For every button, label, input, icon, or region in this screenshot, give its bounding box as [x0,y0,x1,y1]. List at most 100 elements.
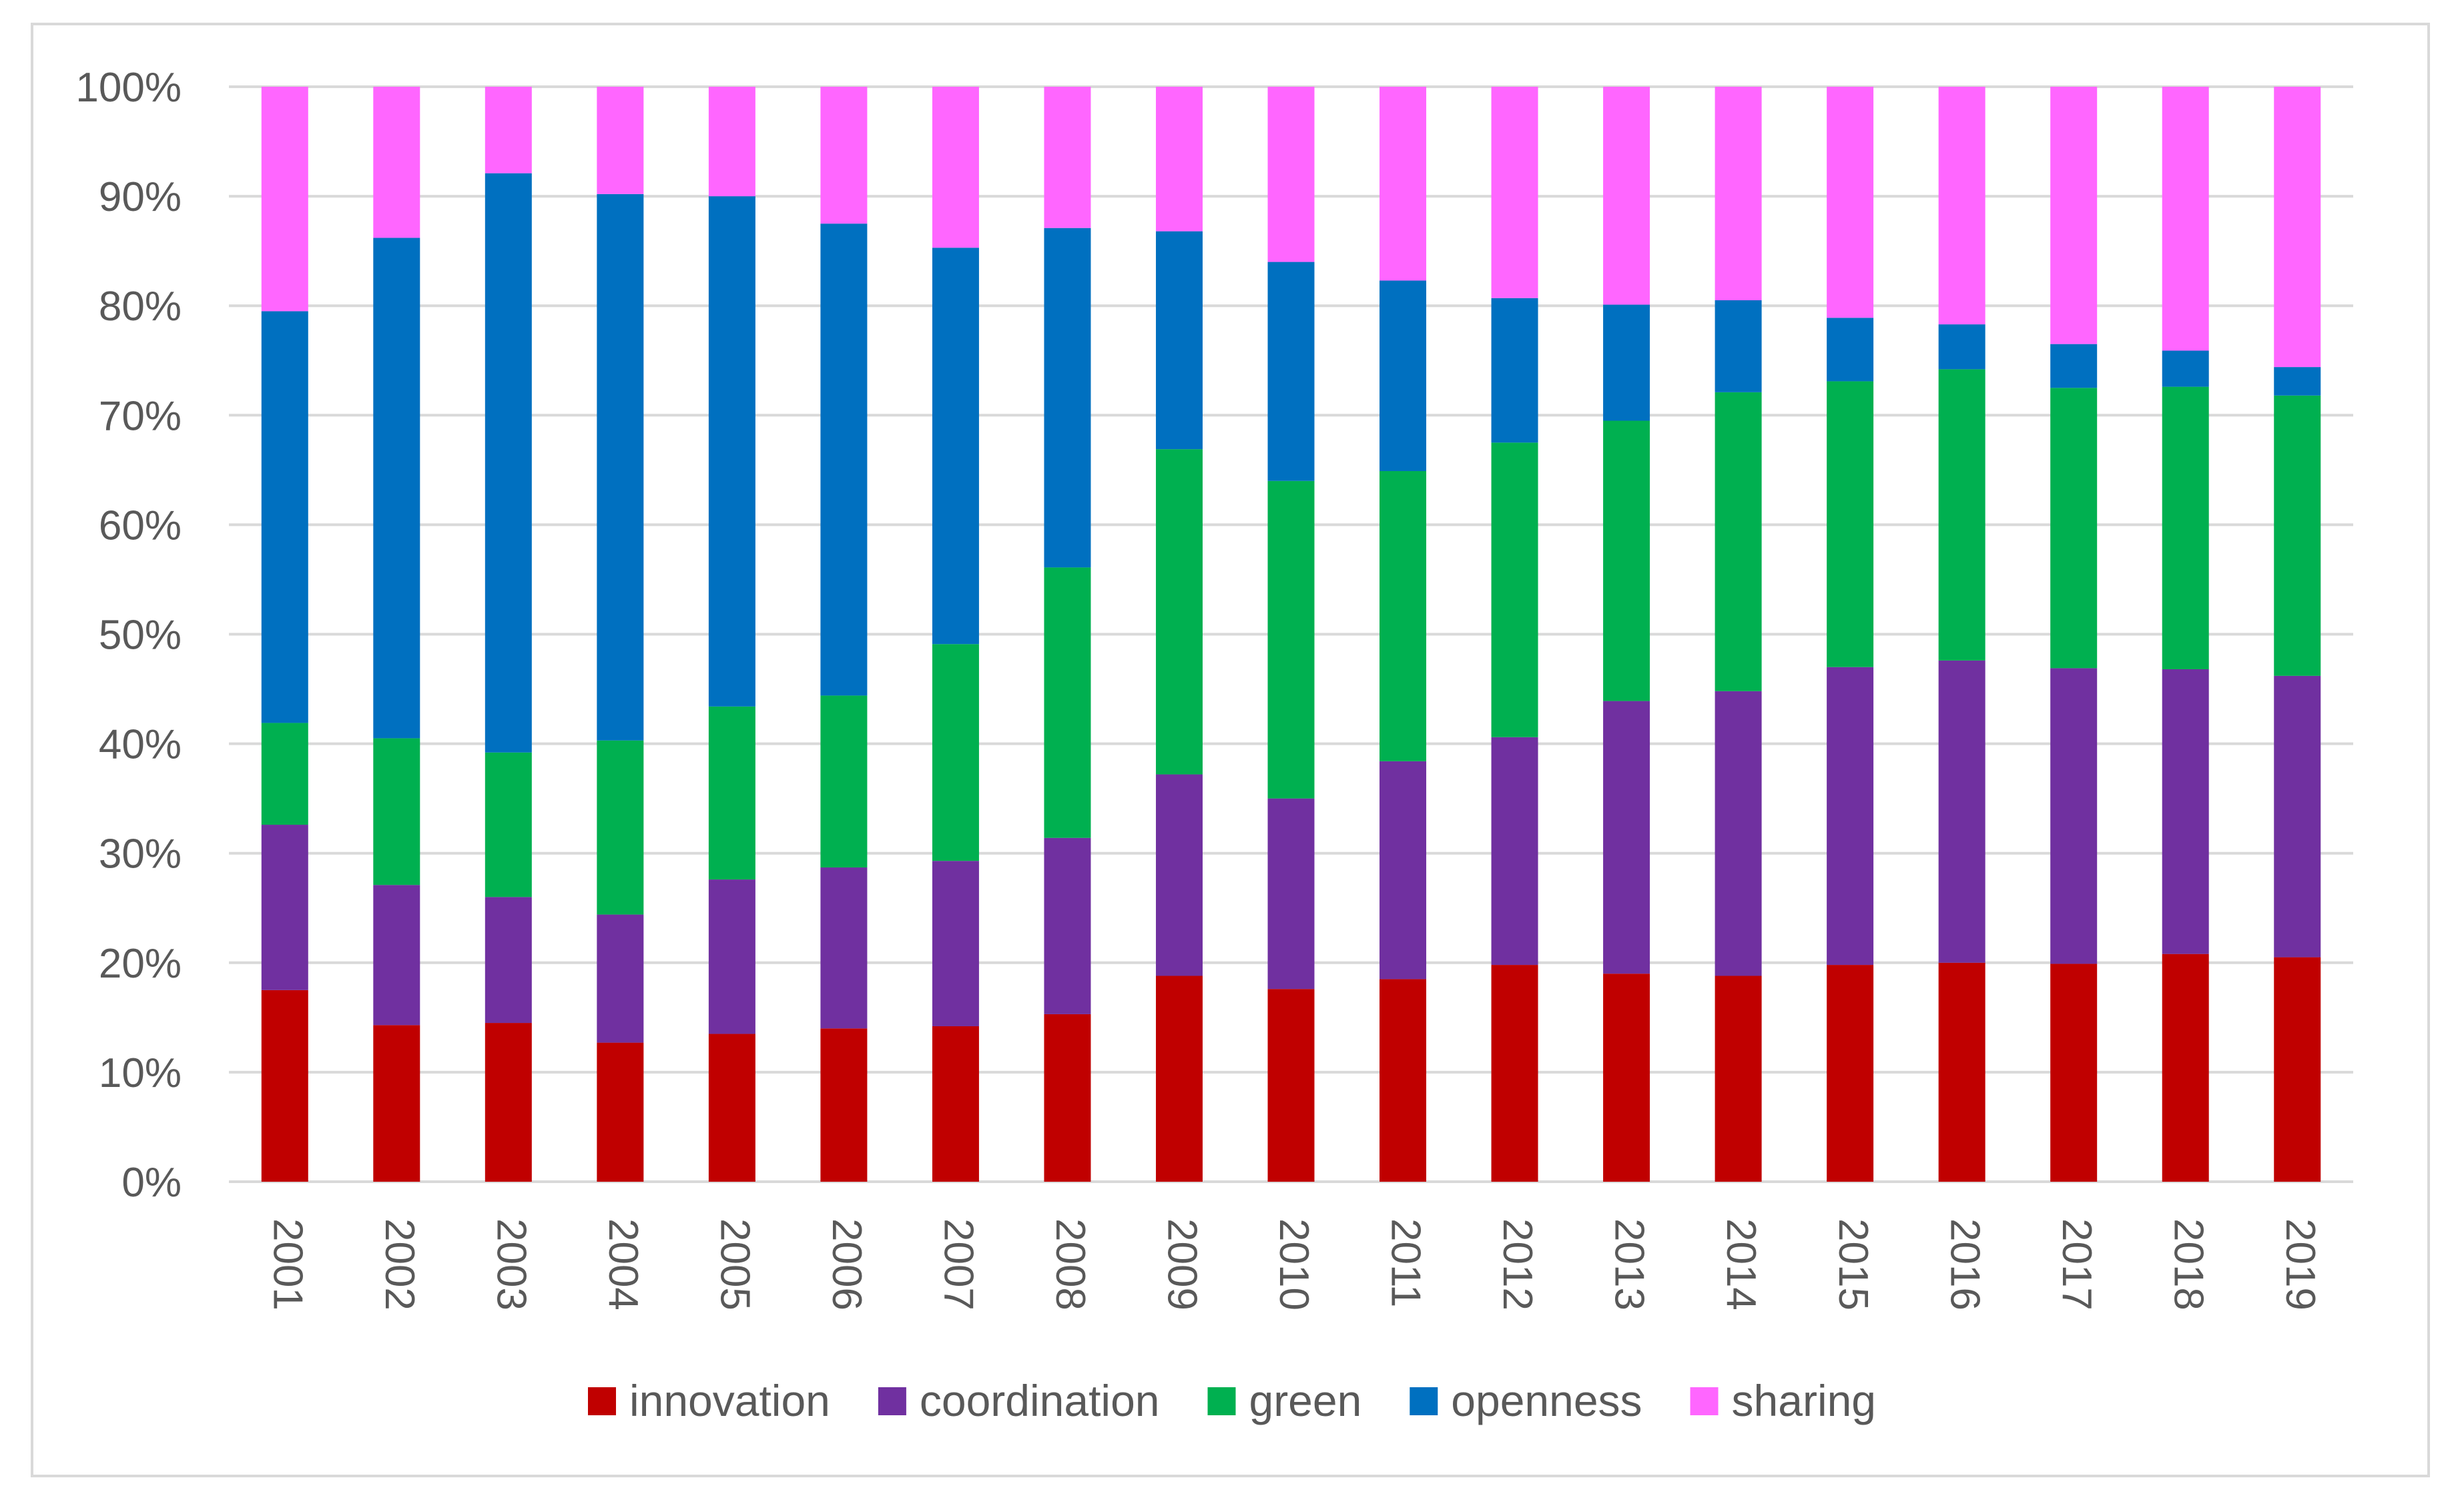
bar-sharing-2008 [1044,87,1091,228]
bar-coordination-2009 [1155,774,1203,976]
axes: 0% 10% 20% 30% 40% 50% 60% 70% 80% 90% 100% 2001 200… [75,65,2323,1310]
y-tick-label: 50% [99,613,182,659]
bar-openness-2003 [485,173,532,753]
bar-openness-2012 [1491,298,1538,443]
bar-openness-2001 [261,311,308,723]
x-tick-label: 2004 [600,1218,646,1310]
bar-innovation-2003 [485,1023,532,1182]
bar-innovation-2001 [261,990,308,1182]
bar-sharing-2003 [485,87,532,173]
bar-sharing-2005 [708,87,755,197]
y-tick-label: 100% [75,65,182,111]
bar-innovation-2017 [2050,964,2098,1182]
legend-swatch-coordination [878,1387,906,1415]
x-tick-label: 2003 [488,1218,534,1310]
bar-green-2008 [1044,567,1091,838]
y-tick-label: 20% [99,941,182,987]
bar-openness-2009 [1155,231,1203,450]
bar-coordination-2007 [932,861,979,1026]
bar-sharing-2012 [1491,87,1538,298]
y-tick-label: 80% [99,284,182,330]
bar-green-2014 [1715,392,1762,691]
bar-green-2006 [820,695,868,868]
legend-label-openness: openness [1451,1376,1642,1425]
bar-green-2005 [708,706,755,880]
bar-openness-2006 [820,224,868,696]
bar-coordination-2004 [597,914,644,1043]
bar-sharing-2004 [597,87,644,194]
bar-sharing-2007 [932,87,979,248]
x-tick-label: 2014 [1718,1218,1764,1310]
legend-swatch-sharing [1690,1387,1719,1415]
legend-label-sharing: sharing [1732,1376,1876,1425]
bar-green-2003 [485,752,532,897]
x-tick-label: 2005 [711,1218,757,1310]
bar-innovation-2013 [1603,974,1650,1182]
y-tick-label: 90% [99,174,182,220]
bar-coordination-2001 [261,825,308,990]
bar-sharing-2019 [2274,87,2321,368]
x-tick-label: 2008 [1047,1218,1093,1310]
bar-innovation-2005 [708,1034,755,1182]
bar-green-2016 [1938,369,1985,661]
bar-openness-2004 [597,194,644,741]
bars [261,87,2321,1182]
x-tick-label: 2019 [2277,1218,2323,1310]
bar-green-2019 [2274,395,2321,676]
bar-openness-2016 [1938,324,1985,370]
bar-openness-2019 [2274,367,2321,396]
bar-openness-2008 [1044,228,1091,568]
bar-green-2011 [1379,470,1427,761]
bar-innovation-2011 [1379,979,1427,1182]
x-tick-label: 2015 [1830,1218,1876,1310]
bar-coordination-2018 [2162,669,2209,954]
bar-green-2015 [1827,381,1874,667]
bar-coordination-2012 [1491,737,1538,966]
y-tick-label: 0% [121,1160,182,1206]
x-tick-label: 2009 [1159,1218,1205,1310]
bar-innovation-2019 [2274,957,2321,1182]
legend-label-coordination: coordination [920,1376,1160,1425]
bar-sharing-2017 [2050,87,2098,344]
y-tick-label: 40% [99,722,182,768]
bar-green-2012 [1491,442,1538,737]
bar-green-2001 [261,723,308,825]
bar-coordination-2015 [1827,667,1874,966]
x-tick-label: 2002 [376,1218,422,1310]
bar-innovation-2008 [1044,1014,1091,1182]
legend-swatch-openness [1410,1387,1438,1415]
bar-coordination-2008 [1044,837,1091,1014]
bar-openness-2007 [932,248,979,645]
bar-innovation-2006 [820,1028,868,1182]
x-tick-label: 2007 [936,1218,982,1310]
bar-innovation-2012 [1491,965,1538,1182]
bar-openness-2002 [373,238,420,739]
x-tick-label: 2016 [1941,1218,1987,1310]
bar-sharing-2010 [1267,87,1315,262]
bar-coordination-2002 [373,885,420,1026]
bar-openness-2010 [1267,262,1315,481]
x-tick-label: 2012 [1494,1218,1540,1310]
bar-innovation-2016 [1938,962,1985,1182]
bar-coordination-2016 [1938,660,1985,963]
bar-openness-2013 [1603,304,1650,421]
bar-sharing-2006 [820,87,868,224]
bar-innovation-2007 [932,1026,979,1182]
bar-innovation-2004 [597,1042,644,1182]
bar-openness-2015 [1827,318,1874,382]
bar-innovation-2014 [1715,976,1762,1182]
bar-green-2004 [597,740,644,915]
y-tick-label: 30% [99,831,182,877]
legend-label-innovation: innovation [629,1376,830,1425]
x-tick-label: 2013 [1606,1218,1652,1310]
bar-coordination-2010 [1267,798,1315,990]
legend-swatch-green [1207,1387,1236,1415]
x-tick-label: 2017 [2054,1218,2100,1310]
bar-green-2007 [932,644,979,861]
bar-sharing-2018 [2162,87,2209,351]
bar-innovation-2002 [373,1025,420,1182]
bar-sharing-2013 [1603,87,1650,305]
bar-openness-2017 [2050,344,2098,388]
bar-green-2002 [373,738,420,885]
